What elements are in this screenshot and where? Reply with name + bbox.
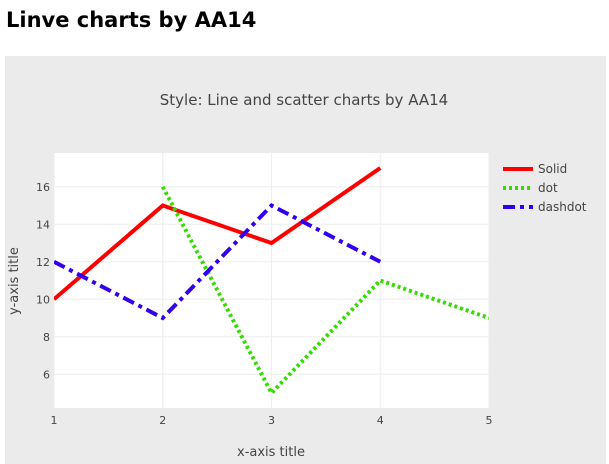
chart-panel: Style: Line and scatter charts by AA14 1… bbox=[5, 56, 606, 464]
legend-item-dot[interactable]: dot bbox=[503, 181, 558, 195]
y-axis-title: y-axis title bbox=[7, 247, 22, 315]
x-tick-label: 2 bbox=[159, 414, 166, 427]
series-layer bbox=[54, 166, 489, 397]
page-heading: Linve charts by AA14 bbox=[6, 8, 257, 32]
y-tick-label: 8 bbox=[43, 331, 50, 344]
x-tick-label: 4 bbox=[377, 414, 384, 427]
series-line-solid[interactable] bbox=[54, 166, 382, 301]
x-tick-label: 1 bbox=[51, 414, 58, 427]
series-line-dot[interactable] bbox=[160, 185, 489, 397]
x-tick-label: 3 bbox=[268, 414, 275, 427]
legend-label: Solid bbox=[538, 162, 567, 176]
x-tick-label: 5 bbox=[486, 414, 493, 427]
x-axis-title: x-axis title bbox=[237, 445, 305, 460]
y-tick-label: 14 bbox=[36, 218, 50, 231]
legend-label: dashdot bbox=[538, 200, 587, 214]
y-tick-label: 16 bbox=[36, 181, 50, 194]
series-line-dashdot[interactable] bbox=[54, 203, 382, 321]
y-tick-label: 12 bbox=[36, 256, 50, 269]
legend[interactable]: Solid dot dashdot bbox=[503, 162, 587, 214]
legend-label: dot bbox=[538, 181, 558, 195]
y-tick-label: 6 bbox=[43, 368, 50, 381]
y-tick-label: 10 bbox=[36, 293, 50, 306]
chart-title: Style: Line and scatter charts by AA14 bbox=[160, 91, 448, 109]
legend-item-dashdot[interactable]: dashdot bbox=[503, 200, 587, 214]
legend-item-solid[interactable]: Solid bbox=[503, 162, 567, 176]
line-chart: Style: Line and scatter charts by AA14 1… bbox=[7, 91, 587, 460]
